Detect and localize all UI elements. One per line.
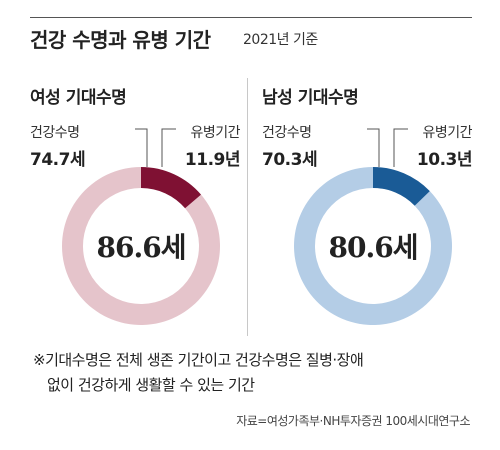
chart-subtitle: 2021년 기준 (243, 32, 318, 48)
female-healthy-value: 74.7세 (30, 150, 86, 170)
male-panel: 남성 기대수명 건강수명 70.3세 유병기간 10.3년 80.6세 (262, 75, 473, 350)
source-credit: 자료=여성가족부·NH투자증권 100세시대연구소 (236, 414, 470, 428)
female-panel: 여성 기대수명 건강수명 74.7세 유병기간 11.9년 86.6세 (30, 75, 241, 350)
male-healthy-value: 70.3세 (262, 150, 318, 170)
female-healthy-leader (135, 128, 148, 167)
top-rule (30, 17, 472, 18)
female-center-label: 86.6세 (96, 231, 187, 264)
male-sick-value: 10.3년 (416, 150, 473, 170)
male-healthy-label: 건강수명 (262, 125, 312, 141)
male-sick-leader (393, 128, 408, 167)
male-panel-title: 남성 기대수명 (262, 88, 359, 108)
male-center-label: 80.6세 (328, 231, 419, 264)
footnote-line-1: ※기대수명은 전체 생존 기간이고 건강수명은 질병·장애 (33, 351, 364, 369)
male-donut (294, 128, 452, 325)
female-sick-label: 유병기간 (190, 125, 240, 141)
female-panel-title: 여성 기대수명 (30, 88, 127, 108)
male-sick-label: 유병기간 (422, 125, 472, 141)
female-sick-slice (141, 167, 202, 209)
footnote: ※기대수명은 전체 생존 기간이고 건강수명은 질병·장애 없이 건강하게 생활… (33, 348, 364, 398)
female-sick-leader (161, 128, 176, 167)
chart-title: 건강 수명과 유병 기간 (30, 28, 211, 52)
female-healthy-label: 건강수명 (30, 125, 80, 141)
male-sick-slice (373, 167, 430, 206)
female-donut (61, 128, 220, 325)
panel-divider (247, 78, 248, 336)
footnote-line-2: 없이 건강하게 생활할 수 있는 기간 (47, 376, 255, 394)
male-healthy-leader (367, 128, 380, 167)
female-sick-value: 11.9년 (184, 150, 241, 170)
